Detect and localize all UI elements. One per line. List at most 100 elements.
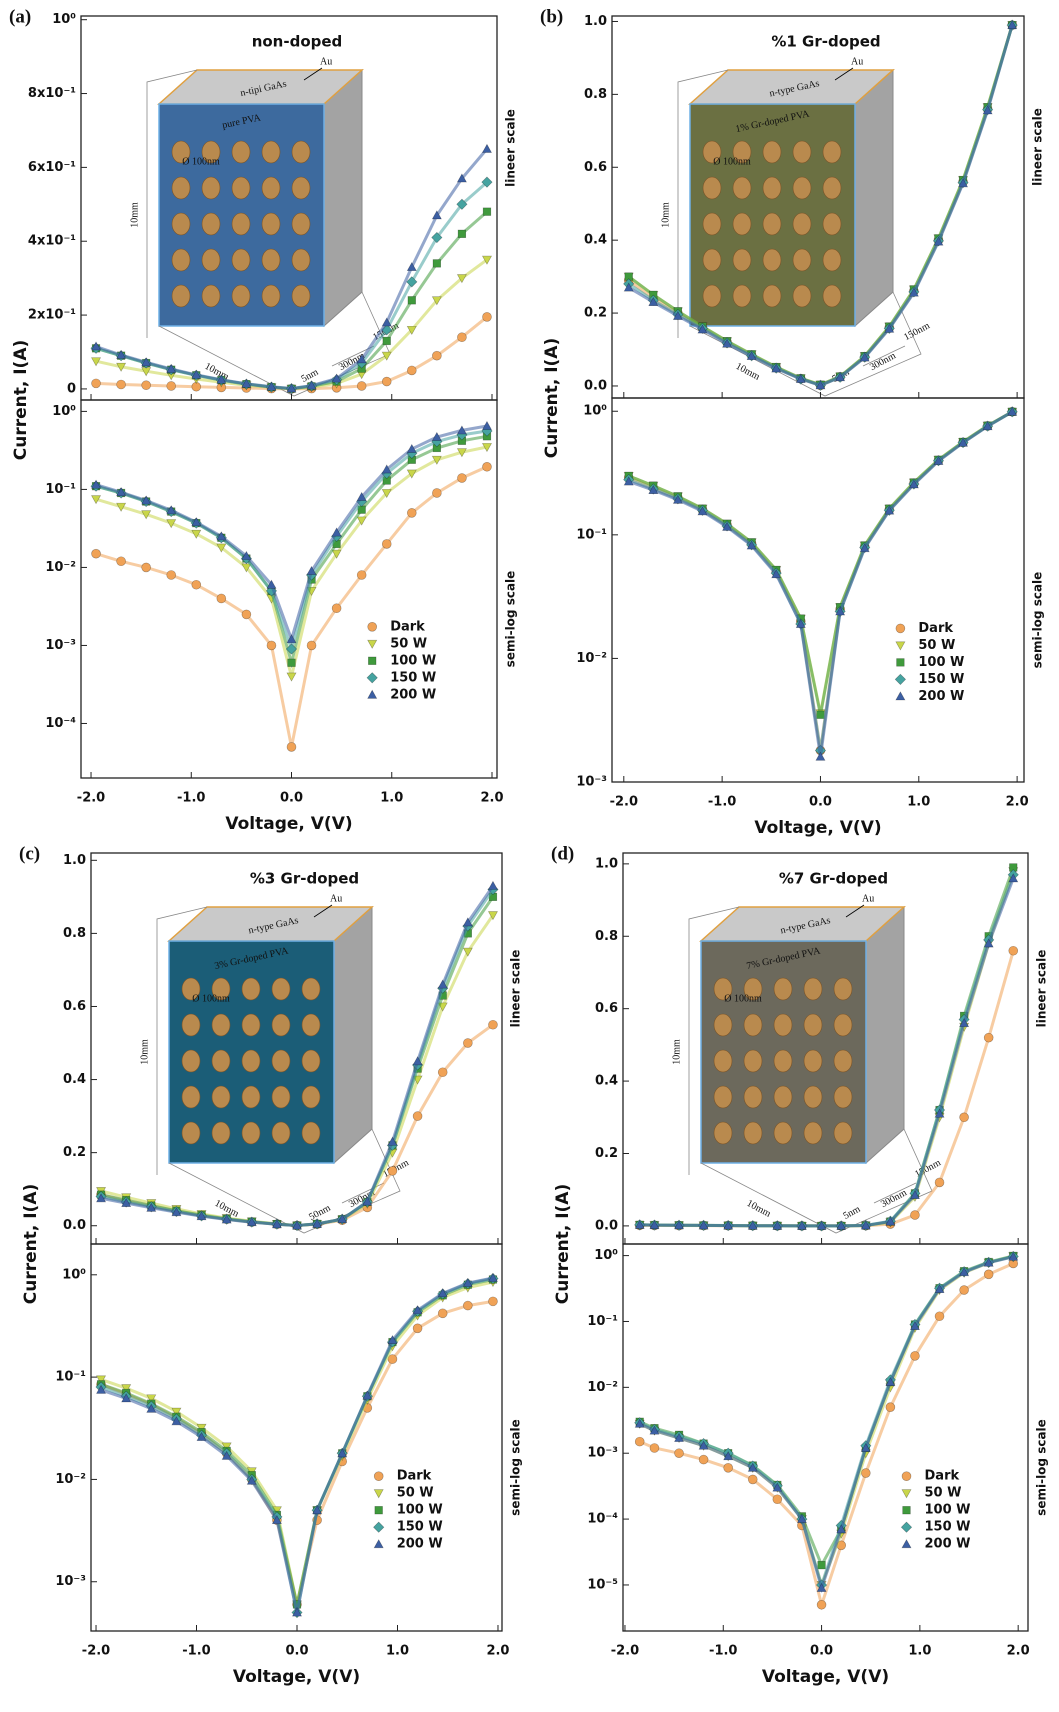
electrode <box>301 1049 321 1073</box>
data-point <box>116 502 127 512</box>
data-point <box>634 1418 645 1428</box>
electrode <box>732 140 752 164</box>
data-point <box>908 287 919 297</box>
data-point <box>456 274 467 284</box>
x-tick-label: 2.0 <box>480 791 503 806</box>
data-point <box>216 543 227 553</box>
electrode <box>301 1013 321 1037</box>
data-point <box>1007 406 1018 416</box>
data-point <box>216 531 227 541</box>
legend-label: 150 W <box>918 672 964 687</box>
electrode <box>762 248 782 272</box>
data-point <box>306 640 317 651</box>
data-point <box>487 911 498 921</box>
data-point <box>697 506 708 516</box>
plot-frame <box>90 1243 503 1632</box>
electrode <box>732 248 752 272</box>
legend-marker <box>367 639 378 649</box>
data-point <box>291 1607 303 1617</box>
data-point <box>271 1515 282 1525</box>
data-point <box>171 1407 182 1417</box>
data-point <box>884 323 895 333</box>
data-point <box>431 231 443 244</box>
data-point <box>674 1220 685 1230</box>
data-point <box>432 488 442 498</box>
data-point <box>885 1377 896 1387</box>
data-point <box>387 1136 398 1146</box>
panel-label: (c) <box>19 843 40 864</box>
panel-title: %7 Gr-doped <box>779 870 888 888</box>
electrode <box>803 977 823 1001</box>
legend-label: 100 W <box>925 1503 971 1518</box>
legend-marker <box>896 658 905 667</box>
legend-marker <box>895 691 906 701</box>
x-tick-label: -1.0 <box>182 1644 210 1659</box>
data-point <box>387 1334 398 1345</box>
electrode <box>833 1049 853 1073</box>
electrode <box>271 1085 291 1109</box>
data-point <box>634 1436 645 1447</box>
data-point <box>116 362 127 372</box>
data-point <box>674 1432 685 1442</box>
electrode <box>181 1121 201 1145</box>
x-tick-label: 2.0 <box>486 1644 509 1659</box>
x-tick-label: 1.0 <box>908 1644 931 1659</box>
data-point <box>672 494 683 504</box>
data-point <box>412 1323 423 1334</box>
y-tick-label: 0.0 <box>595 1218 618 1233</box>
data-point <box>836 1220 847 1230</box>
legend-marker <box>373 1471 384 1481</box>
y-tick-label: 10⁰ <box>52 12 76 27</box>
y-tick-label: 0.4 <box>584 233 607 248</box>
data-point <box>815 751 826 761</box>
data-point <box>216 593 227 604</box>
electrode <box>301 977 321 1001</box>
y-tick-label: 8x10⁻¹ <box>28 86 76 101</box>
y-tick-label: 1.0 <box>63 853 86 868</box>
data-point <box>437 1067 448 1078</box>
legend-label: Dark <box>925 1469 960 1484</box>
data-point <box>983 1032 994 1043</box>
data-point <box>909 1321 920 1331</box>
data-point <box>457 473 467 483</box>
legend-label: 150 W <box>397 1520 443 1535</box>
dimension-line <box>873 1182 917 1204</box>
inset-label: 10mm <box>734 361 762 383</box>
electrode <box>803 1085 823 1109</box>
data-point <box>698 1440 709 1450</box>
y-tick-label: 10⁻² <box>587 1380 618 1395</box>
data-point <box>816 1220 827 1230</box>
x-tick-label: 1.0 <box>907 795 930 810</box>
data-point <box>91 341 102 351</box>
data-point <box>191 517 202 527</box>
data-point <box>356 516 367 526</box>
electrode <box>181 1085 201 1109</box>
data-point <box>481 443 492 453</box>
electrode <box>241 1049 261 1073</box>
data-point <box>481 176 493 188</box>
data-point <box>698 1454 709 1465</box>
y-tick-label: 10⁻³ <box>587 1446 618 1461</box>
data-point <box>649 1219 660 1230</box>
plot-frame <box>622 1243 1029 1632</box>
data-point <box>934 1311 945 1322</box>
data-point <box>861 1468 871 1478</box>
inset-label: 300nm <box>868 350 898 373</box>
data-point <box>356 570 367 580</box>
x-axis-label: Voltage, V(V) <box>225 814 352 834</box>
data-point <box>141 495 152 505</box>
series-line <box>95 315 488 391</box>
data-point <box>216 374 227 384</box>
scale-label: lineer scale <box>1035 950 1049 1028</box>
data-point <box>166 363 177 373</box>
y-tick-label: 10⁻¹ <box>45 482 76 497</box>
y-tick-label: 10⁻² <box>45 560 76 575</box>
inset-label: 10mm <box>139 1039 150 1065</box>
data-point <box>860 1220 871 1230</box>
data-point <box>116 487 127 497</box>
data-point <box>487 880 498 890</box>
data-point <box>221 1214 232 1224</box>
y-tick-label: 10⁰ <box>52 404 76 419</box>
electrode <box>833 1013 853 1037</box>
